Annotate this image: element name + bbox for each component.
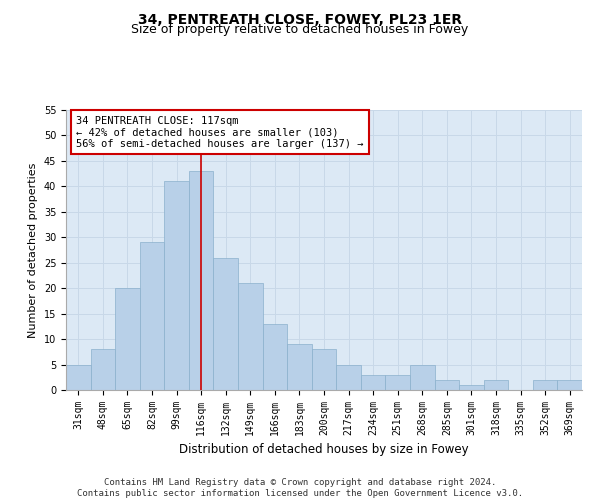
- Bar: [263, 324, 287, 390]
- X-axis label: Distribution of detached houses by size in Fowey: Distribution of detached houses by size …: [179, 444, 469, 456]
- Bar: [238, 283, 263, 390]
- Bar: [91, 350, 115, 390]
- Bar: [66, 364, 91, 390]
- Text: Contains HM Land Registry data © Crown copyright and database right 2024.
Contai: Contains HM Land Registry data © Crown c…: [77, 478, 523, 498]
- Bar: [484, 380, 508, 390]
- Bar: [410, 364, 434, 390]
- Text: Size of property relative to detached houses in Fowey: Size of property relative to detached ho…: [131, 22, 469, 36]
- Bar: [434, 380, 459, 390]
- Text: 34, PENTREATH CLOSE, FOWEY, PL23 1ER: 34, PENTREATH CLOSE, FOWEY, PL23 1ER: [138, 12, 462, 26]
- Bar: [361, 374, 385, 390]
- Bar: [459, 385, 484, 390]
- Bar: [385, 374, 410, 390]
- Bar: [189, 171, 214, 390]
- Bar: [140, 242, 164, 390]
- Bar: [336, 364, 361, 390]
- Y-axis label: Number of detached properties: Number of detached properties: [28, 162, 38, 338]
- Bar: [214, 258, 238, 390]
- Bar: [115, 288, 140, 390]
- Text: 34 PENTREATH CLOSE: 117sqm
← 42% of detached houses are smaller (103)
56% of sem: 34 PENTREATH CLOSE: 117sqm ← 42% of deta…: [76, 116, 364, 149]
- Bar: [557, 380, 582, 390]
- Bar: [287, 344, 312, 390]
- Bar: [312, 350, 336, 390]
- Bar: [533, 380, 557, 390]
- Bar: [164, 182, 189, 390]
